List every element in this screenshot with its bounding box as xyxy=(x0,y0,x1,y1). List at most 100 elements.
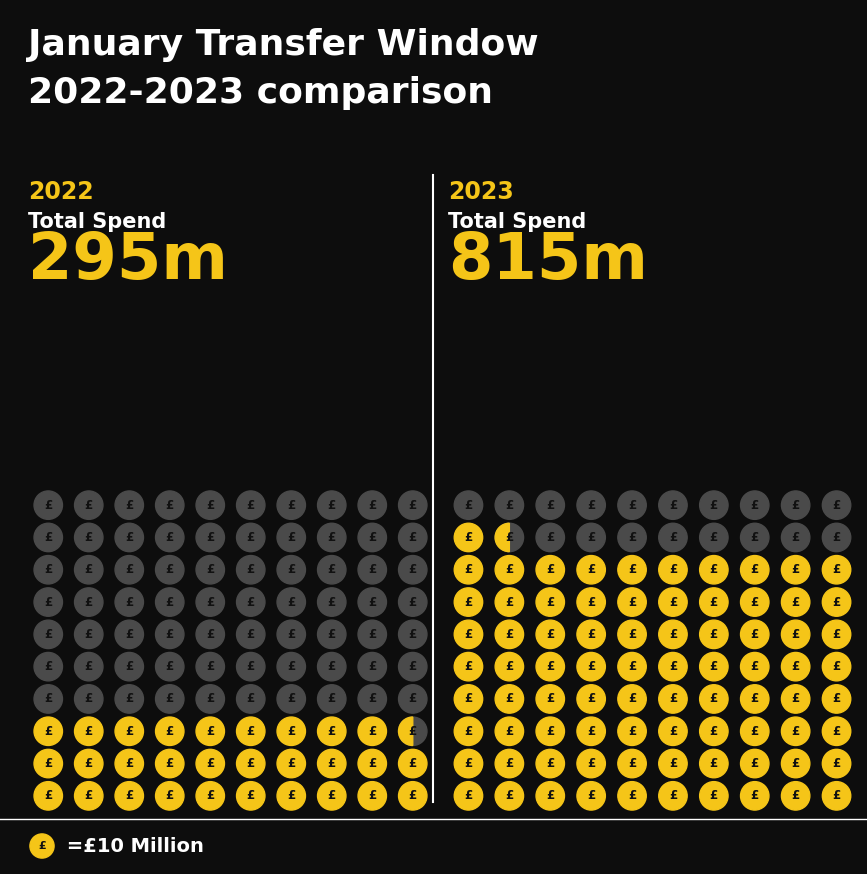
Text: £: £ xyxy=(546,789,554,802)
Text: £: £ xyxy=(628,789,636,802)
Circle shape xyxy=(577,652,605,681)
Circle shape xyxy=(317,621,346,649)
Text: £: £ xyxy=(125,789,134,802)
Text: £: £ xyxy=(587,789,596,802)
Text: £: £ xyxy=(792,725,799,738)
Circle shape xyxy=(454,524,483,551)
Text: £: £ xyxy=(792,660,799,673)
Text: £: £ xyxy=(710,757,718,770)
Text: £: £ xyxy=(505,660,513,673)
Circle shape xyxy=(495,652,524,681)
Circle shape xyxy=(399,781,427,810)
Text: £: £ xyxy=(246,692,255,705)
Text: £: £ xyxy=(628,692,636,705)
Text: £: £ xyxy=(465,725,473,738)
Text: £: £ xyxy=(668,595,677,608)
Circle shape xyxy=(700,556,728,584)
Circle shape xyxy=(155,524,184,551)
Text: £: £ xyxy=(328,563,336,576)
Text: £: £ xyxy=(505,531,513,544)
Text: £: £ xyxy=(751,563,759,576)
Circle shape xyxy=(115,491,143,519)
Circle shape xyxy=(358,684,387,713)
Text: £: £ xyxy=(505,789,513,802)
Circle shape xyxy=(237,621,265,649)
Text: £: £ xyxy=(465,789,473,802)
Circle shape xyxy=(536,621,564,649)
Circle shape xyxy=(618,621,646,649)
Circle shape xyxy=(155,781,184,810)
Circle shape xyxy=(34,749,62,778)
Text: £: £ xyxy=(287,628,296,641)
Text: £: £ xyxy=(628,563,636,576)
Circle shape xyxy=(399,588,427,616)
Text: £: £ xyxy=(546,499,554,511)
Text: £: £ xyxy=(710,789,718,802)
Text: £: £ xyxy=(751,789,759,802)
Text: £: £ xyxy=(710,725,718,738)
Circle shape xyxy=(237,717,265,746)
Text: £: £ xyxy=(505,725,513,738)
Text: £: £ xyxy=(328,789,336,802)
Text: £: £ xyxy=(125,725,134,738)
Text: £: £ xyxy=(408,628,417,641)
Circle shape xyxy=(317,717,346,746)
Text: £: £ xyxy=(710,692,718,705)
Circle shape xyxy=(740,588,769,616)
Text: £: £ xyxy=(125,628,134,641)
Circle shape xyxy=(577,749,605,778)
Circle shape xyxy=(277,621,305,649)
Text: £: £ xyxy=(832,563,841,576)
Text: £: £ xyxy=(546,692,554,705)
Text: £: £ xyxy=(587,595,596,608)
Text: £: £ xyxy=(368,757,376,770)
Text: January Transfer Window: January Transfer Window xyxy=(28,28,538,62)
Circle shape xyxy=(399,717,427,746)
Text: £: £ xyxy=(546,595,554,608)
Text: £: £ xyxy=(44,725,52,738)
Text: £: £ xyxy=(587,563,596,576)
Text: £: £ xyxy=(792,563,799,576)
Circle shape xyxy=(115,556,143,584)
Circle shape xyxy=(34,588,62,616)
Circle shape xyxy=(155,621,184,649)
Circle shape xyxy=(317,684,346,713)
Text: £: £ xyxy=(408,563,417,576)
Circle shape xyxy=(618,781,646,810)
Circle shape xyxy=(75,491,103,519)
Text: £: £ xyxy=(328,757,336,770)
Circle shape xyxy=(155,556,184,584)
Circle shape xyxy=(659,684,688,713)
Circle shape xyxy=(700,781,728,810)
Text: £: £ xyxy=(792,692,799,705)
Circle shape xyxy=(454,588,483,616)
Circle shape xyxy=(34,717,62,746)
Circle shape xyxy=(454,781,483,810)
Text: £: £ xyxy=(792,499,799,511)
Circle shape xyxy=(358,621,387,649)
Text: £: £ xyxy=(44,757,52,770)
Text: £: £ xyxy=(85,660,93,673)
Text: £: £ xyxy=(465,628,473,641)
Text: £: £ xyxy=(328,692,336,705)
Text: £: £ xyxy=(368,531,376,544)
Circle shape xyxy=(75,524,103,551)
Text: £: £ xyxy=(166,499,174,511)
Text: £: £ xyxy=(408,789,417,802)
Circle shape xyxy=(740,749,769,778)
Text: 2023: 2023 xyxy=(448,180,514,204)
Text: £: £ xyxy=(710,499,718,511)
Circle shape xyxy=(277,652,305,681)
Circle shape xyxy=(277,717,305,746)
Circle shape xyxy=(822,621,851,649)
Text: £: £ xyxy=(206,789,214,802)
Text: £: £ xyxy=(751,660,759,673)
Circle shape xyxy=(577,717,605,746)
Text: £: £ xyxy=(465,595,473,608)
Circle shape xyxy=(740,717,769,746)
Circle shape xyxy=(277,491,305,519)
Text: £: £ xyxy=(287,660,296,673)
Text: £: £ xyxy=(710,595,718,608)
Text: £: £ xyxy=(546,725,554,738)
Circle shape xyxy=(115,749,143,778)
